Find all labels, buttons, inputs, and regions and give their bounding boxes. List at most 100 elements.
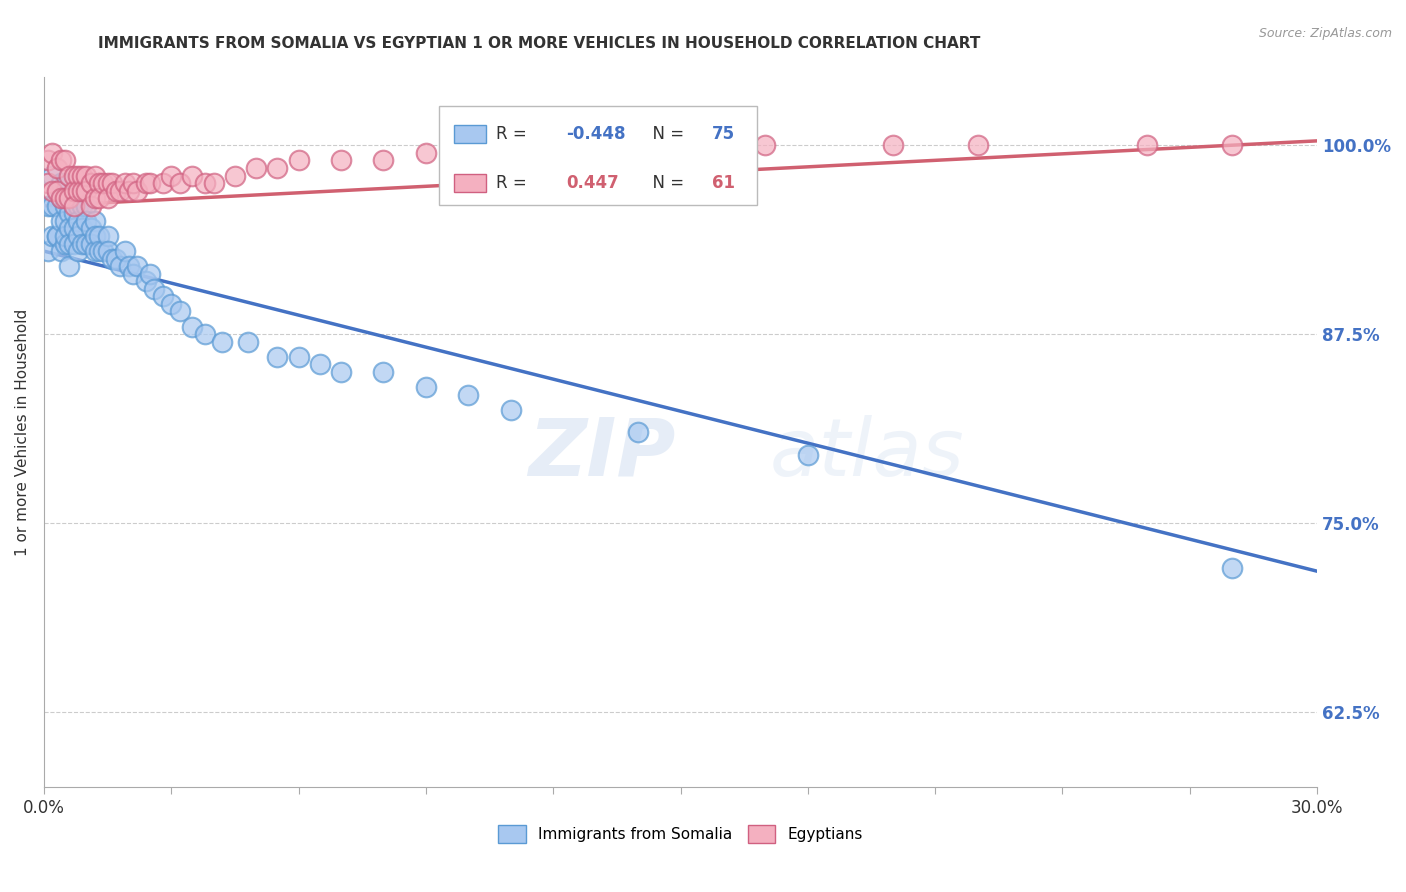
Point	[143, 282, 166, 296]
Point	[287, 350, 309, 364]
Point	[58, 221, 80, 235]
Point	[66, 184, 89, 198]
Point	[53, 229, 76, 244]
Point	[1220, 138, 1243, 153]
Point	[87, 244, 110, 258]
Point	[330, 365, 353, 379]
Text: N =: N =	[643, 174, 690, 193]
Point	[1136, 138, 1159, 153]
Point	[70, 169, 93, 183]
Point	[499, 145, 522, 160]
Point	[37, 176, 59, 190]
Point	[79, 236, 101, 251]
Point	[41, 169, 63, 183]
Point	[53, 199, 76, 213]
Point	[75, 214, 97, 228]
Point	[53, 236, 76, 251]
Point	[96, 229, 118, 244]
Y-axis label: 1 or more Vehicles in Household: 1 or more Vehicles in Household	[15, 309, 30, 556]
Point	[58, 191, 80, 205]
Point	[53, 191, 76, 205]
Point	[797, 448, 820, 462]
Point	[79, 221, 101, 235]
Point	[882, 138, 904, 153]
Point	[58, 259, 80, 273]
Point	[87, 229, 110, 244]
Text: IMMIGRANTS FROM SOMALIA VS EGYPTIAN 1 OR MORE VEHICLES IN HOUSEHOLD CORRELATION : IMMIGRANTS FROM SOMALIA VS EGYPTIAN 1 OR…	[98, 36, 981, 51]
Point	[127, 184, 149, 198]
Text: 75: 75	[713, 125, 735, 143]
Point	[83, 191, 105, 205]
Point	[62, 221, 84, 235]
Point	[224, 169, 246, 183]
Point	[236, 334, 259, 349]
Point	[96, 176, 118, 190]
Point	[58, 206, 80, 220]
Point	[160, 169, 183, 183]
Point	[118, 259, 141, 273]
Point	[45, 161, 67, 175]
Point	[266, 161, 288, 175]
Point	[1220, 561, 1243, 575]
Point	[83, 229, 105, 244]
Point	[62, 206, 84, 220]
Point	[45, 184, 67, 198]
Point	[41, 184, 63, 198]
Text: -0.448: -0.448	[567, 125, 626, 143]
Point	[45, 229, 67, 244]
Point	[75, 199, 97, 213]
FancyBboxPatch shape	[454, 125, 485, 143]
Point	[70, 199, 93, 213]
Point	[37, 244, 59, 258]
Point	[62, 169, 84, 183]
Point	[49, 191, 72, 205]
Point	[118, 184, 141, 198]
Point	[58, 191, 80, 205]
Point	[101, 176, 124, 190]
Point	[266, 350, 288, 364]
Point	[114, 244, 136, 258]
Point	[41, 145, 63, 160]
Point	[49, 191, 72, 205]
Point	[49, 153, 72, 168]
Point	[79, 176, 101, 190]
Point	[585, 145, 607, 160]
Text: R =: R =	[496, 125, 531, 143]
Point	[62, 199, 84, 213]
Point	[66, 214, 89, 228]
Point	[169, 176, 191, 190]
Point	[91, 176, 114, 190]
Point	[152, 289, 174, 303]
Point	[330, 153, 353, 168]
Point	[194, 176, 217, 190]
Point	[75, 169, 97, 183]
Point	[194, 327, 217, 342]
Point	[49, 176, 72, 190]
Point	[202, 176, 225, 190]
Point	[110, 184, 132, 198]
Point	[139, 267, 162, 281]
Point	[45, 184, 67, 198]
Point	[211, 334, 233, 349]
Point	[75, 236, 97, 251]
Text: R =: R =	[496, 174, 537, 193]
Point	[415, 380, 437, 394]
Point	[75, 184, 97, 198]
Point	[110, 259, 132, 273]
Point	[966, 138, 988, 153]
Point	[53, 176, 76, 190]
Point	[122, 267, 145, 281]
Point	[41, 229, 63, 244]
Point	[96, 191, 118, 205]
Point	[139, 176, 162, 190]
Point	[66, 199, 89, 213]
Point	[37, 199, 59, 213]
Point	[87, 176, 110, 190]
Point	[83, 244, 105, 258]
Point	[62, 236, 84, 251]
Point	[160, 297, 183, 311]
Point	[62, 184, 84, 198]
Point	[308, 357, 330, 371]
Point	[415, 145, 437, 160]
Point	[127, 259, 149, 273]
